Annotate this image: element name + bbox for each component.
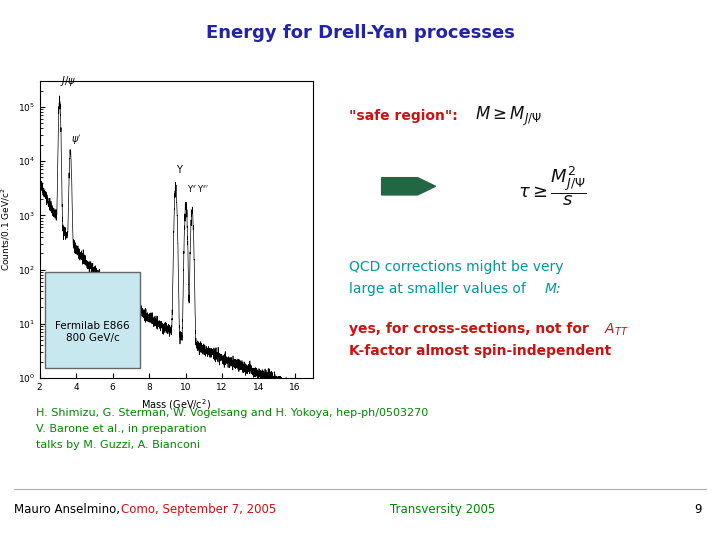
Text: $\psi'$: $\psi'$ [71, 133, 81, 147]
Text: $\tau \geq \dfrac{M^2_{J/\Psi}}{s}$: $\tau \geq \dfrac{M^2_{J/\Psi}}{s}$ [518, 165, 588, 208]
Text: Transversity 2005: Transversity 2005 [390, 503, 495, 516]
Text: QCD corrections might be very: QCD corrections might be very [349, 260, 564, 274]
Text: K-factor almost spin-independent: K-factor almost spin-independent [349, 344, 611, 358]
X-axis label: Mass (GeV/c$^2$): Mass (GeV/c$^2$) [141, 397, 212, 412]
Text: $\Upsilon''\,\Upsilon'''$: $\Upsilon''\,\Upsilon'''$ [187, 183, 210, 194]
Y-axis label: Counts/0.1 GeV/c$^2$: Counts/0.1 GeV/c$^2$ [0, 187, 12, 272]
Text: M:: M: [545, 282, 562, 296]
Text: large at smaller values of: large at smaller values of [349, 282, 531, 296]
Bar [45, 272, 140, 368]
Text: 9: 9 [695, 503, 702, 516]
Text: $\Upsilon$: $\Upsilon$ [176, 163, 184, 175]
Text: yes, for cross-sections, not for: yes, for cross-sections, not for [349, 322, 594, 336]
Text: Como, September 7, 2005: Como, September 7, 2005 [121, 503, 276, 516]
Text: H. Shimizu, G. Sterman, W. Vogelsang and H. Yokoya, hep-ph/0503270: H. Shimizu, G. Sterman, W. Vogelsang and… [36, 408, 428, 418]
Text: V. Barone et al., in preparation: V. Barone et al., in preparation [36, 424, 207, 434]
Text: "safe region":: "safe region": [349, 109, 458, 123]
Text: $J/\psi$: $J/\psi$ [60, 75, 76, 89]
Text: Mauro Anselmino,: Mauro Anselmino, [14, 503, 124, 516]
Text: Fermilab E866
800 GeV/c: Fermilab E866 800 GeV/c [55, 321, 130, 343]
Text: $A_{TT}$: $A_{TT}$ [604, 321, 629, 338]
FancyArrow shape [382, 178, 436, 195]
Text: $M \geq M_{J/\Psi}$: $M \geq M_{J/\Psi}$ [475, 105, 542, 127]
Text: talks by M. Guzzi, A. Bianconi: talks by M. Guzzi, A. Bianconi [36, 441, 200, 450]
Text: Energy for Drell-Yan processes: Energy for Drell-Yan processes [206, 24, 514, 42]
